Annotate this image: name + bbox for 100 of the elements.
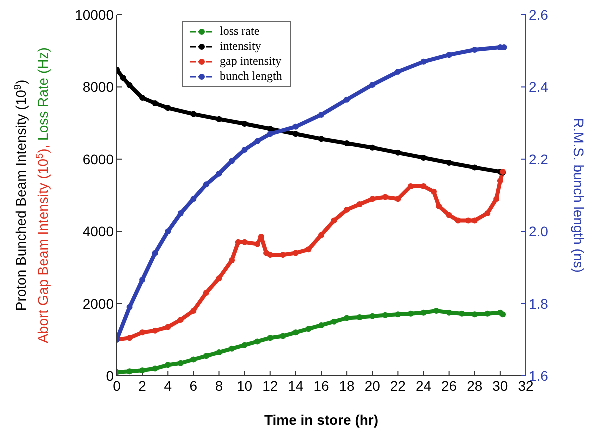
x-tick-label: 4 <box>164 378 172 394</box>
point <box>500 312 506 318</box>
point <box>306 326 312 332</box>
point <box>203 182 210 188</box>
point <box>344 206 350 213</box>
point <box>356 314 363 321</box>
point <box>254 241 261 248</box>
point <box>165 324 172 330</box>
y2-tick-label: 2.2 <box>529 151 549 168</box>
point <box>178 317 184 324</box>
point <box>306 246 312 253</box>
point <box>370 82 376 88</box>
point <box>395 69 402 76</box>
point <box>190 356 197 363</box>
x-tick-label: 12 <box>262 378 278 394</box>
point <box>267 131 274 138</box>
point <box>472 164 478 171</box>
y2-tick-label: 2.6 <box>529 6 549 23</box>
point <box>280 333 286 340</box>
point <box>370 144 376 151</box>
point <box>370 196 376 202</box>
point <box>292 330 299 336</box>
point <box>292 124 299 130</box>
legend-label: bunch length <box>220 69 282 84</box>
point <box>229 257 236 264</box>
point <box>446 52 452 58</box>
point <box>152 328 158 334</box>
point <box>120 75 126 82</box>
point <box>190 308 197 314</box>
point <box>472 218 478 224</box>
point <box>152 100 158 106</box>
point <box>254 138 261 144</box>
y-tick-label: 2000 <box>82 296 114 312</box>
point <box>331 218 338 224</box>
y-tick-label: 0 <box>106 368 114 384</box>
point <box>356 202 363 208</box>
x-axis-title: Time in store (hr) <box>264 412 379 428</box>
point <box>140 368 146 374</box>
y-tick-label: 6000 <box>82 151 114 168</box>
point <box>140 330 146 336</box>
point <box>446 212 452 218</box>
x-tick-label: 28 <box>467 378 483 394</box>
point <box>216 170 222 177</box>
x-tick-label: 16 <box>314 378 330 394</box>
point <box>126 304 133 310</box>
y2-tick-label: 2.4 <box>529 79 549 96</box>
point <box>430 188 437 195</box>
point <box>318 232 324 238</box>
x-tick-label: 26 <box>442 378 458 394</box>
x-tick-label: 18 <box>339 378 356 394</box>
point <box>242 147 248 154</box>
y2-axis-title: R.M.S. bunch length (ns) <box>571 118 587 273</box>
point <box>229 346 236 352</box>
point <box>152 250 158 256</box>
point <box>140 276 146 283</box>
point <box>267 335 274 342</box>
y2-tick-label: 2.0 <box>529 224 549 240</box>
point <box>318 136 324 142</box>
point <box>318 112 324 118</box>
point <box>229 158 236 164</box>
point <box>395 196 402 202</box>
point <box>216 276 222 282</box>
x-tick-label: 14 <box>288 378 304 394</box>
point <box>331 318 338 325</box>
point <box>242 239 248 246</box>
point <box>497 178 504 184</box>
point <box>140 95 146 102</box>
point <box>165 105 172 112</box>
x-tick-label: 6 <box>190 378 198 394</box>
point <box>267 126 274 132</box>
x-tick-label: 10 <box>237 378 253 394</box>
point <box>292 250 299 256</box>
point <box>235 239 242 246</box>
point <box>267 252 274 258</box>
point <box>395 150 402 156</box>
x-tick-label: 30 <box>492 378 508 394</box>
point <box>190 111 197 118</box>
point <box>494 196 500 202</box>
x-tick-label: 24 <box>416 378 432 394</box>
x-tick-label: 20 <box>364 378 381 394</box>
point <box>165 228 172 235</box>
point <box>178 210 184 217</box>
legend-label: loss rate <box>220 24 260 39</box>
y-tick-label: 4000 <box>82 224 114 240</box>
point <box>382 194 388 200</box>
point <box>436 203 442 210</box>
x-tick-label: 2 <box>138 378 147 394</box>
point <box>318 322 324 328</box>
point <box>126 368 133 375</box>
point <box>446 310 452 316</box>
point <box>455 218 462 224</box>
point <box>408 183 414 190</box>
point <box>292 131 299 138</box>
point <box>126 335 133 342</box>
point <box>472 47 478 54</box>
legend-label: gap intensity <box>220 54 282 69</box>
point <box>178 360 184 366</box>
point <box>465 218 472 224</box>
point <box>344 96 350 103</box>
point <box>190 196 197 202</box>
